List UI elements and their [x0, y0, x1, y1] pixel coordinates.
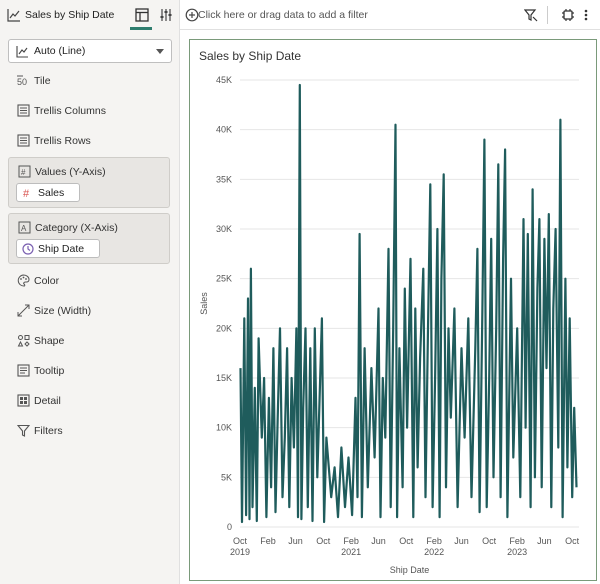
x-tick-label: Oct [316, 536, 331, 546]
grammar-tooltip[interactable]: Tooltip [8, 359, 172, 383]
category-x-axis-section[interactable]: A Category (X-Axis) Ship Date [8, 213, 170, 264]
shape-icon [17, 335, 30, 347]
tile-icon: 50 [17, 75, 27, 87]
grammar-size[interactable]: Size (Width) [8, 299, 172, 323]
clock-icon [22, 243, 34, 255]
x-tick-label: Oct [482, 536, 497, 546]
grammar-shape[interactable]: Shape [8, 329, 172, 353]
detail-icon [17, 394, 30, 407]
category-axis-icon: A [18, 221, 31, 234]
grammar-panel-icon[interactable] [135, 8, 149, 22]
x-tick-label: Oct [565, 536, 580, 546]
chart-type-icon [16, 46, 28, 58]
color-palette-icon [17, 274, 30, 287]
x-tick-label: Feb [426, 536, 442, 546]
settings-chip-icon[interactable] [561, 8, 575, 22]
filter-bar-hint[interactable]: Click here or drag data to add a filter [198, 9, 368, 21]
x-tick-label: Oct [399, 536, 414, 546]
y-tick-label: 10K [216, 423, 232, 433]
trellis-rows-icon [17, 134, 30, 147]
series-line [239, 83, 578, 524]
grammar-tile[interactable]: 50 Tile [8, 69, 172, 93]
properties-sliders-icon[interactable] [159, 8, 173, 22]
chart-title: Sales by Ship Date [199, 49, 302, 63]
y-tick-label: 5K [221, 472, 232, 482]
grammar-filters[interactable]: Filters [8, 419, 172, 443]
svg-text:A: A [21, 224, 27, 233]
x-tick-label: Jun [454, 536, 469, 546]
x-tick-label: Feb [260, 536, 276, 546]
y-tick-label: 35K [216, 174, 232, 184]
sales-measure-pill[interactable]: # Sales [16, 183, 80, 202]
top-toolbar: Sales by Ship Date Click here or drag da… [0, 0, 600, 30]
x-tick-label: Jun [537, 536, 552, 546]
y-tick-label: 0 [227, 522, 232, 532]
x-tick-year-label: 2022 [424, 547, 444, 557]
chart-type-dropdown[interactable]: Auto (Line) [8, 39, 172, 63]
filter-funnel-icon [17, 424, 30, 437]
y-axis-label: Sales [199, 292, 209, 315]
y-tick-label: 45K [216, 75, 232, 85]
filter-options-icon[interactable] [524, 8, 538, 22]
grammar-item-label: Trellis Rows [34, 135, 91, 147]
grammar-item-label: Detail [34, 395, 61, 407]
x-tick-year-label: 2023 [507, 547, 527, 557]
svg-text:#: # [21, 168, 26, 177]
values-section-label: Values (Y-Axis) [35, 166, 106, 178]
y-tick-label: 25K [216, 274, 232, 284]
x-tick-label: Jun [371, 536, 386, 546]
canvas-title: Sales by Ship Date [25, 9, 115, 21]
values-y-axis-section[interactable]: # Values (Y-Axis) # Sales [8, 157, 170, 208]
grammar-item-label: Shape [34, 335, 65, 347]
grammar-item-label: Size (Width) [34, 305, 92, 317]
chart-card[interactable]: Sales by Ship Date 0 5K 10K 15K 20K 25K 30K 35K… [189, 39, 597, 581]
x-axis-label: Ship Date [390, 565, 430, 575]
x-tick-label: Oct [233, 536, 248, 546]
x-tick-year-label: 2019 [230, 547, 250, 557]
more-options-icon[interactable] [582, 8, 590, 22]
measure-hash-icon: # [23, 188, 30, 199]
trellis-columns-icon [17, 104, 30, 117]
category-section-label: Category (X-Axis) [35, 222, 118, 234]
canvas-tab[interactable]: Sales by Ship Date [0, 0, 180, 30]
ship-date-pill[interactable]: Ship Date [16, 239, 100, 258]
grammar-item-label: Filters [34, 425, 63, 437]
grammar-color[interactable]: Color [8, 269, 172, 293]
x-tick-label: Feb [343, 536, 359, 546]
hash-grid-icon: # [18, 165, 31, 178]
svg-text:50: 50 [17, 77, 27, 87]
x-tick-year-label: 2021 [341, 547, 361, 557]
chart-type-value: Auto (Line) [34, 45, 86, 57]
line-chart-icon [7, 9, 20, 22]
x-tick-label: Feb [509, 536, 525, 546]
grammar-item-label: Trellis Columns [34, 105, 106, 117]
y-axis-ticks: 0 5K 10K 15K 20K 25K 30K 35K 40K 45K [216, 75, 232, 532]
tooltip-icon [17, 364, 30, 377]
active-tab-indicator [130, 27, 152, 30]
grammar-trellis-columns[interactable]: Trellis Columns [8, 99, 172, 123]
chevron-down-icon [156, 49, 164, 54]
grammar-item-label: Color [34, 275, 60, 287]
grammar-detail[interactable]: Detail [8, 389, 172, 413]
grammar-trellis-rows[interactable]: Trellis Rows [8, 129, 172, 153]
toolbar-divider [547, 6, 548, 24]
y-tick-label: 15K [216, 373, 232, 383]
add-filter-icon[interactable] [185, 8, 199, 22]
svg-text:#: # [23, 188, 30, 199]
y-tick-label: 40K [216, 125, 232, 135]
grammar-item-label: Tooltip [34, 365, 65, 377]
y-tick-label: 20K [216, 323, 232, 333]
sales-pill-label: Sales [38, 187, 65, 199]
y-tick-label: 30K [216, 224, 232, 234]
grammar-item-label: Tile [34, 75, 51, 87]
x-tick-label: Jun [288, 536, 303, 546]
size-icon [17, 304, 30, 317]
ship-date-pill-label: Ship Date [38, 243, 85, 255]
grammar-panel: Auto (Line) 50 Tile Trellis Columns Trel… [0, 30, 180, 584]
